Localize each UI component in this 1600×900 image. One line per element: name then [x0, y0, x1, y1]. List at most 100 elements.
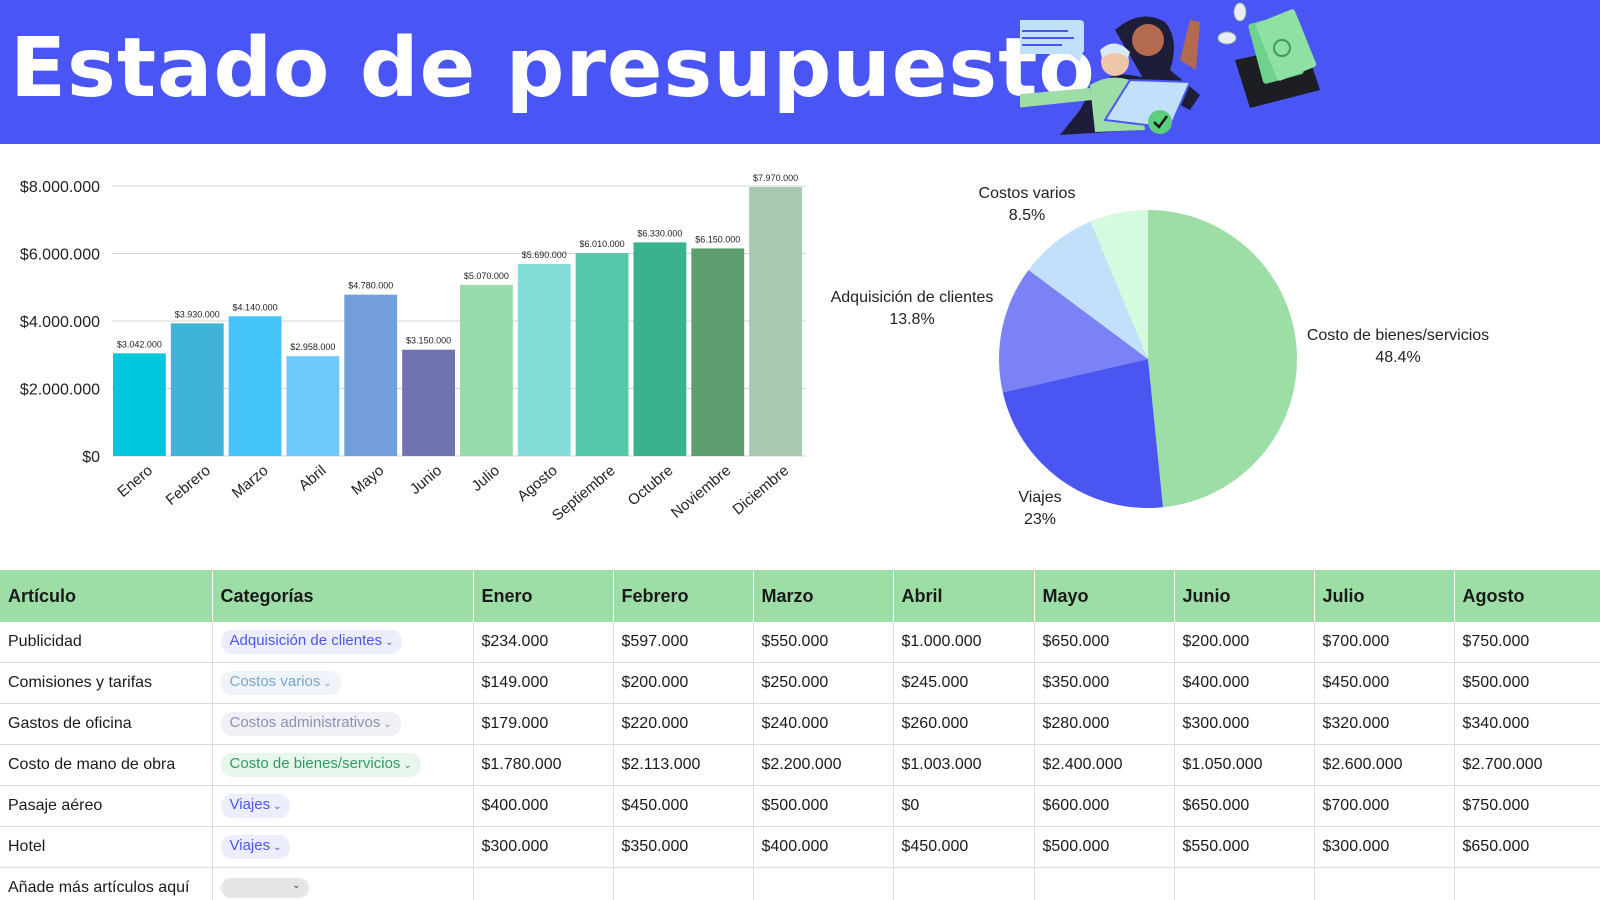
pie-slice[interactable]: [1090, 210, 1148, 359]
bar[interactable]: [286, 356, 340, 456]
item-cell[interactable]: Publicidad: [0, 622, 213, 663]
amount-cell[interactable]: $700.000: [1314, 785, 1455, 827]
category-cell[interactable]: Adquisición de clientes ⌄: [212, 622, 474, 663]
column-header[interactable]: Febrero: [613, 570, 754, 622]
column-header[interactable]: Junio: [1174, 570, 1315, 622]
amount-cell[interactable]: $400.000: [753, 826, 894, 868]
column-header[interactable]: Enero: [473, 570, 614, 622]
pie-slice[interactable]: [999, 269, 1148, 393]
amount-cell[interactable]: $500.000: [1454, 662, 1600, 704]
empty-cell[interactable]: [1314, 867, 1455, 900]
amount-cell[interactable]: $250.000: [753, 662, 894, 704]
category-cell[interactable]: ⌄: [212, 867, 474, 900]
amount-cell[interactable]: $450.000: [1314, 662, 1455, 704]
category-cell[interactable]: Viajes ⌄: [212, 826, 474, 868]
amount-cell[interactable]: $700.000: [1314, 622, 1455, 663]
category-select[interactable]: Costos varios ⌄: [220, 671, 341, 695]
item-cell[interactable]: Comisiones y tarifas: [0, 662, 213, 704]
amount-cell[interactable]: $400.000: [1174, 662, 1315, 704]
amount-cell[interactable]: $200.000: [613, 662, 754, 704]
column-header[interactable]: Agosto: [1454, 570, 1600, 622]
amount-cell[interactable]: $240.000: [753, 703, 894, 745]
amount-cell[interactable]: $550.000: [1174, 826, 1315, 868]
amount-cell[interactable]: $2.700.000: [1454, 744, 1600, 786]
empty-cell[interactable]: [613, 867, 754, 900]
category-cell[interactable]: Viajes ⌄: [212, 785, 474, 827]
pie-slice[interactable]: [1002, 359, 1163, 508]
category-select[interactable]: Viajes ⌄: [220, 794, 291, 818]
amount-cell[interactable]: $1.050.000: [1174, 744, 1315, 786]
category-select[interactable]: Costos administrativos ⌄: [220, 712, 401, 736]
bar[interactable]: [517, 263, 571, 456]
bar[interactable]: [228, 316, 282, 456]
amount-cell[interactable]: $1.780.000: [473, 744, 614, 786]
column-header[interactable]: Abril: [893, 570, 1035, 622]
amount-cell[interactable]: $300.000: [1174, 703, 1315, 745]
bar[interactable]: [691, 248, 745, 456]
empty-cell[interactable]: [893, 867, 1035, 900]
amount-cell[interactable]: $650.000: [1174, 785, 1315, 827]
amount-cell[interactable]: $750.000: [1454, 785, 1600, 827]
amount-cell[interactable]: $179.000: [473, 703, 614, 745]
pie-slice[interactable]: [1148, 210, 1298, 508]
item-cell[interactable]: Hotel: [0, 826, 213, 868]
column-header[interactable]: Marzo: [753, 570, 894, 622]
add-item-cell[interactable]: Añade más artículos aquí: [0, 867, 213, 900]
bar[interactable]: [575, 253, 629, 456]
amount-cell[interactable]: $650.000: [1034, 622, 1175, 663]
amount-cell[interactable]: $500.000: [1034, 826, 1175, 868]
amount-cell[interactable]: $350.000: [613, 826, 754, 868]
category-select[interactable]: Costo de bienes/servicios ⌄: [220, 753, 421, 777]
bar[interactable]: [402, 349, 455, 456]
amount-cell[interactable]: $2.400.000: [1034, 744, 1175, 786]
category-select[interactable]: Viajes ⌄: [220, 835, 291, 859]
amount-cell[interactable]: $234.000: [473, 622, 614, 663]
amount-cell[interactable]: $320.000: [1314, 703, 1455, 745]
amount-cell[interactable]: $600.000: [1034, 785, 1175, 827]
column-header[interactable]: Artículo: [0, 570, 213, 622]
amount-cell[interactable]: $2.113.000: [613, 744, 754, 786]
column-header[interactable]: Julio: [1314, 570, 1455, 622]
amount-cell[interactable]: $200.000: [1174, 622, 1315, 663]
amount-cell[interactable]: $597.000: [613, 622, 754, 663]
amount-cell[interactable]: $260.000: [893, 703, 1035, 745]
amount-cell[interactable]: $300.000: [1314, 826, 1455, 868]
pie-slice[interactable]: [1028, 221, 1148, 359]
item-cell[interactable]: Gastos de oficina: [0, 703, 213, 745]
amount-cell[interactable]: $500.000: [753, 785, 894, 827]
empty-cell[interactable]: [1454, 867, 1600, 900]
amount-cell[interactable]: $350.000: [1034, 662, 1175, 704]
amount-cell[interactable]: $2.200.000: [753, 744, 894, 786]
empty-cell[interactable]: [473, 867, 614, 900]
amount-cell[interactable]: $300.000: [473, 826, 614, 868]
item-cell[interactable]: Pasaje aéreo: [0, 785, 213, 827]
amount-cell[interactable]: $750.000: [1454, 622, 1600, 663]
amount-cell[interactable]: $550.000: [753, 622, 894, 663]
category-select[interactable]: Adquisición de clientes ⌄: [220, 630, 403, 654]
amount-cell[interactable]: $450.000: [613, 785, 754, 827]
amount-cell[interactable]: $1.003.000: [893, 744, 1035, 786]
bar[interactable]: [113, 353, 166, 456]
bar[interactable]: [344, 294, 398, 456]
amount-cell[interactable]: $2.600.000: [1314, 744, 1455, 786]
bar[interactable]: [633, 242, 687, 456]
category-cell[interactable]: Costos varios ⌄: [212, 662, 474, 704]
column-header[interactable]: Mayo: [1034, 570, 1175, 622]
empty-cell[interactable]: [1034, 867, 1175, 900]
empty-cell[interactable]: [753, 867, 894, 900]
amount-cell[interactable]: $450.000: [893, 826, 1035, 868]
amount-cell[interactable]: $0: [893, 785, 1035, 827]
amount-cell[interactable]: $1.000.000: [893, 622, 1035, 663]
category-select-empty[interactable]: ⌄: [220, 878, 309, 898]
amount-cell[interactable]: $149.000: [473, 662, 614, 704]
amount-cell[interactable]: $220.000: [613, 703, 754, 745]
empty-cell[interactable]: [1174, 867, 1315, 900]
amount-cell[interactable]: $280.000: [1034, 703, 1175, 745]
column-header[interactable]: Categorías: [212, 570, 474, 622]
amount-cell[interactable]: $340.000: [1454, 703, 1600, 745]
amount-cell[interactable]: $650.000: [1454, 826, 1600, 868]
amount-cell[interactable]: $400.000: [473, 785, 614, 827]
item-cell[interactable]: Costo de mano de obra: [0, 744, 213, 786]
category-cell[interactable]: Costos administrativos ⌄: [212, 703, 474, 745]
bar[interactable]: [749, 187, 802, 456]
